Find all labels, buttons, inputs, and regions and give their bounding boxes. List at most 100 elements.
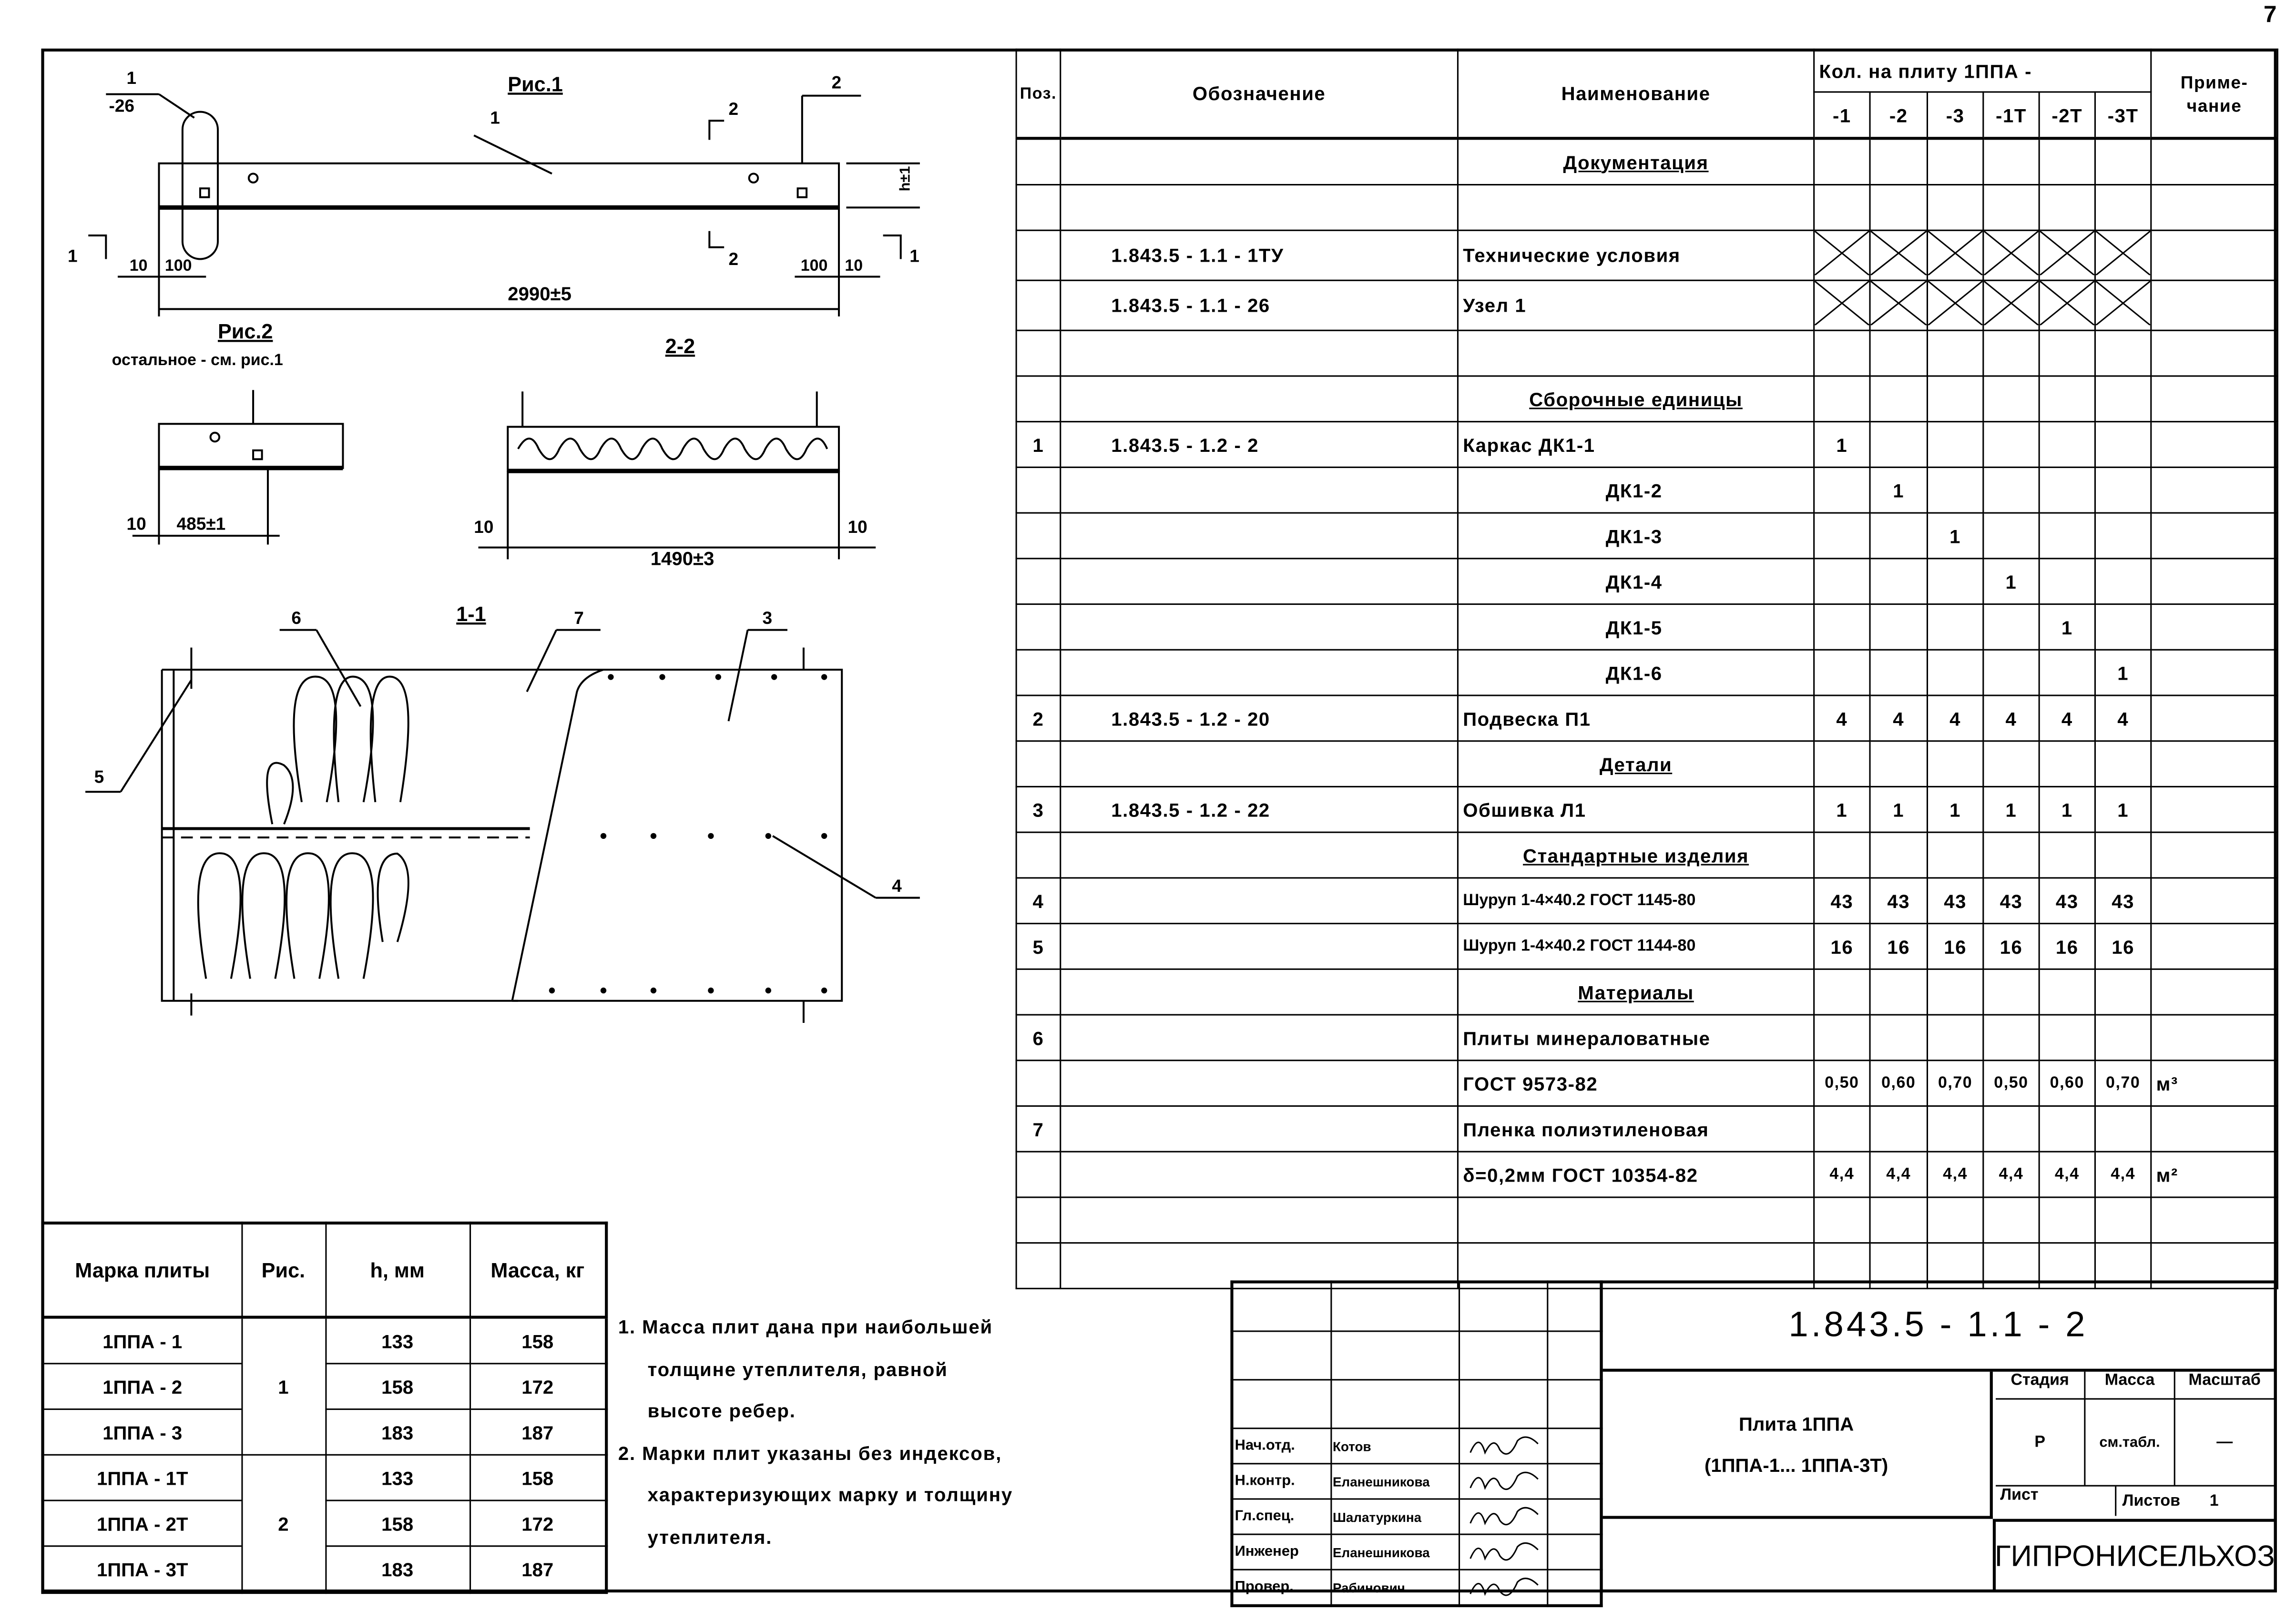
header-designation: Обозначение (1060, 48, 1459, 140)
signer-name (1329, 1281, 1459, 1332)
qty-cell: 43 (1982, 877, 2040, 925)
note-line: характеризующих марку и толщину (647, 1483, 1013, 1506)
qty-cell (2038, 558, 2096, 605)
pos-cell: 3 (1015, 785, 1061, 833)
date-cell (1546, 1569, 1602, 1607)
qty-cell (1982, 1105, 2040, 1153)
qty-cell (1982, 1196, 2040, 1244)
qty-cell (1813, 831, 1871, 879)
table-row: 1.843.5 - 1.1 - 1ТУ Технические условия (1015, 229, 2278, 281)
qty-cell (2038, 512, 2096, 560)
callout-1-label: 1 (127, 68, 137, 88)
qty-cell (1869, 184, 1929, 231)
note-line: толщине утеплителя, равной (647, 1357, 948, 1380)
pos-cell (1015, 831, 1061, 879)
mass-cell: 158 (469, 1454, 607, 1501)
note-cell (2150, 649, 2278, 696)
signature (1458, 1428, 1548, 1465)
scale-label: Масштаб (2188, 1371, 2261, 1389)
note-cell (2150, 421, 2278, 468)
mark-cell: 1ППА - 2Т (42, 1500, 242, 1547)
pos-cell (1015, 512, 1061, 560)
name-cell: Пленка полиэтиленовая (1457, 1105, 1815, 1153)
section-1-1-title: 1-1 (456, 603, 486, 626)
note-cell (2150, 137, 2278, 186)
handwritten-signature (1469, 1507, 1538, 1526)
h-cell: 183 (324, 1545, 470, 1593)
h-cell: 133 (324, 1454, 470, 1501)
note-cell (2150, 968, 2278, 1016)
callout-2-label: 2 (832, 72, 842, 92)
pos-cell (1015, 968, 1061, 1016)
pos-cell (1015, 137, 1061, 186)
mass-value: см.табл. (2085, 1399, 2175, 1485)
qty-cell: 16 (2038, 923, 2096, 970)
qty-cell (1982, 740, 2040, 787)
qty-cell (1926, 831, 1984, 879)
qty-cell (1926, 466, 1984, 514)
qty-cell (2094, 1105, 2152, 1153)
qty-cell (1813, 137, 1871, 186)
table-row: ГОСТ 9573-82 0,50 0,60 0,70 0,50 0,60 0,70 м³ (1015, 1060, 2278, 1107)
section-heading: Документация (1457, 137, 1815, 186)
signer-name: Еланешникова (1329, 1533, 1459, 1571)
note-cell (2150, 229, 2278, 281)
pos-cell (1015, 375, 1061, 423)
cut-1-left: 1 (68, 246, 78, 266)
h-cell: 133 (324, 1316, 470, 1365)
qty-cell (1813, 375, 1871, 423)
note-line: утеплителя. (647, 1525, 773, 1548)
table-row: Материалы (1015, 968, 2278, 1016)
qty-cell (2094, 512, 2152, 560)
name-cell: ДК1-5 (1457, 603, 1815, 651)
pos-cell (1015, 1196, 1061, 1244)
note-cell (2150, 512, 2278, 560)
qty-cell (1813, 740, 1871, 787)
table-row: Сборочные единицы (1015, 375, 2278, 423)
crossed-cell (1926, 279, 1984, 331)
handwritten-signature (1469, 1578, 1538, 1596)
name-cell: ДК1-4 (1457, 558, 1815, 605)
qty-cell: 0,70 (2094, 1060, 2152, 1107)
h-cell: 183 (324, 1408, 470, 1456)
qty-cell (2038, 1196, 2096, 1244)
qty-cell (1982, 831, 2040, 879)
qty-cell: 16 (1982, 923, 2040, 970)
scale-value: — (2216, 1433, 2233, 1451)
notes: 1. Масса плит дана при наибольшей толщине… (618, 1307, 1013, 1559)
table-row: 1.843.5 - 1.1 - 26 Узел 1 (1015, 279, 2278, 331)
signature (1458, 1330, 1548, 1381)
table-row: 1ППА - 1 1 133 158 (42, 1316, 607, 1456)
cross-icon (1871, 232, 1926, 276)
title-block-signatures: Нач.отд. Котов Н.контр. Еланешникова Гл.спец… (1230, 1280, 1603, 1607)
qty-cell (1813, 1196, 1871, 1244)
title-block-main: 1.843.5 - 1.1 - 2 Плита 1ППА (1ППА-1... … (1600, 1280, 2277, 1592)
crossed-cell (2094, 279, 2152, 331)
qty-cell (1869, 1196, 1929, 1244)
name-cell: ДК1-6 (1457, 649, 1815, 696)
qty-cell: 4,4 (1982, 1151, 2040, 1198)
table-row: 1ППА - 2Т 158 172 (42, 1500, 607, 1547)
pos-cell: 7 (1015, 1105, 1061, 1153)
qty-cell: 4 (2094, 694, 2152, 742)
cut-2-bottom: 2 (728, 249, 738, 269)
qty-cell (1926, 1014, 1984, 1061)
signer-role (1231, 1379, 1331, 1429)
qty-cell: 16 (1869, 923, 1929, 970)
qty-cell: 1 (2094, 785, 2152, 833)
qty-cell: 16 (2094, 923, 2152, 970)
note-cell (2150, 785, 2278, 833)
dim-10-right: 10 (845, 256, 863, 275)
qty-cell: 4,4 (1926, 1151, 1984, 1198)
qty-cell (1926, 1105, 1984, 1153)
dim-10-s22-left: 10 (474, 517, 493, 537)
qty-cell (2094, 558, 2152, 605)
note-cell (2150, 603, 2278, 651)
section-2-2-title: 2-2 (665, 335, 695, 358)
note-cell (2150, 877, 2278, 925)
name-cell: Технические условия (1457, 229, 1815, 281)
table-row: ДК1-4 1 (1015, 558, 2278, 605)
document-code: 1.843.5 - 1.1 - 2 (1602, 1284, 2274, 1372)
mass-header: Марка плиты (42, 1222, 242, 1319)
designation-cell (1060, 512, 1459, 560)
